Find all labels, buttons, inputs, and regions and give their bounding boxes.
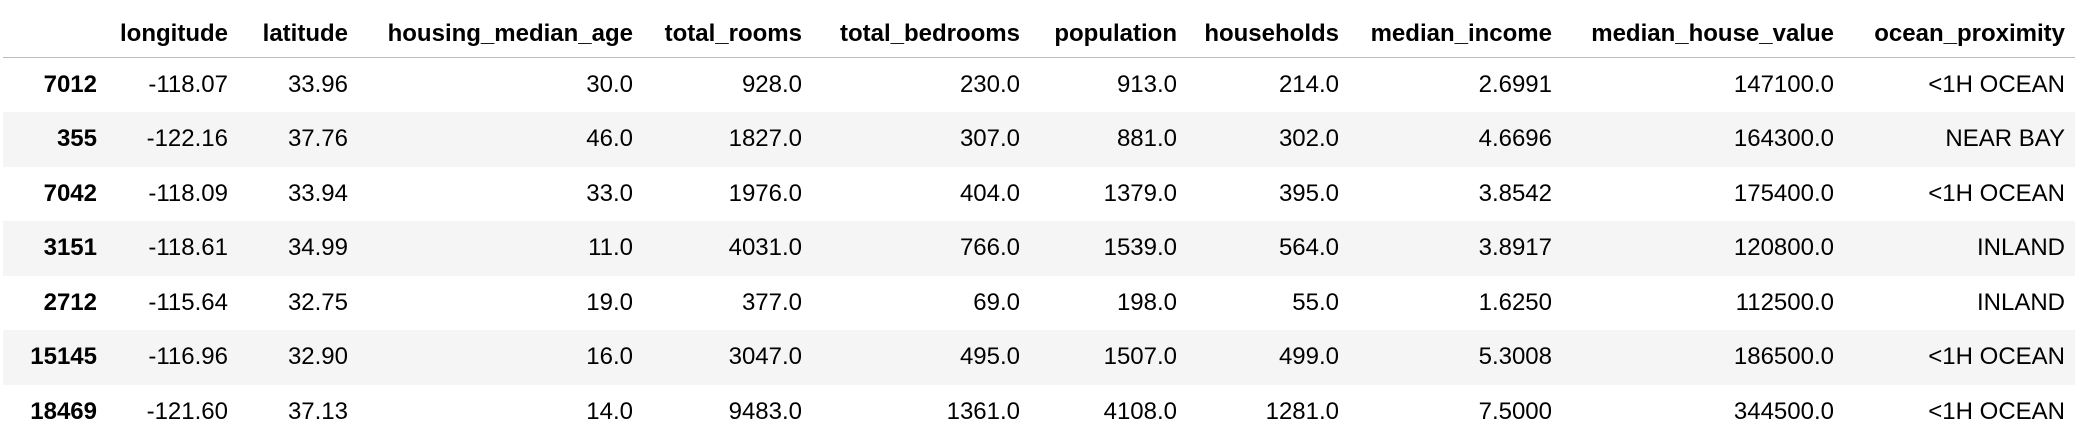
cell-longitude: -118.09 [148, 179, 228, 207]
cell-median-house-value: 164300.0 [1733, 125, 1834, 153]
cell-total-bedrooms: 230.0 [959, 71, 1020, 98]
cell-households: 564.0 [1278, 234, 1339, 262]
dataframe-table: longitude latitude housing_median_age to… [3, 10, 2075, 439]
cell-households: 395.0 [1278, 179, 1339, 207]
cell-longitude: -118.07 [148, 71, 228, 98]
cell-total-rooms: 3047.0 [728, 343, 802, 371]
cell-median-income: 7.5000 [1478, 397, 1552, 425]
cell-total-rooms: 1976.0 [728, 179, 802, 207]
column-header-total-bedrooms: total_bedrooms [812, 10, 1030, 58]
row-index: 2712 [43, 288, 97, 316]
cell-population: 1379.0 [1103, 179, 1177, 207]
table-row: 7012 -118.07 33.96 30.0 928.0 230.0 913.… [3, 58, 2075, 113]
cell-housing-median-age: 19.0 [586, 288, 633, 316]
column-header-median-income: median_income [1349, 10, 1562, 58]
cell-median-income: 2.6991 [1478, 71, 1552, 98]
cell-latitude: 32.90 [287, 343, 348, 371]
cell-housing-median-age: 33.0 [586, 179, 633, 207]
cell-latitude: 33.96 [287, 71, 348, 98]
cell-households: 214.0 [1278, 71, 1339, 98]
cell-longitude: -122.16 [146, 125, 228, 153]
cell-ocean-proximity: <1H OCEAN [1928, 71, 2065, 98]
cell-median-income: 5.3008 [1478, 343, 1552, 371]
cell-population: 1507.0 [1103, 343, 1177, 371]
cell-total-rooms: 928.0 [741, 71, 802, 98]
table-row: 18469 -121.60 37.13 14.0 9483.0 1361.0 4… [3, 385, 2075, 440]
cell-housing-median-age: 30.0 [586, 71, 633, 98]
cell-total-bedrooms: 69.0 [973, 288, 1020, 316]
cell-longitude: -121.60 [146, 397, 228, 425]
cell-population: 881.0 [1116, 125, 1177, 153]
cell-median-income: 4.6696 [1478, 125, 1552, 153]
cell-population: 913.0 [1116, 71, 1177, 98]
column-header-median-house-value: median_house_value [1562, 10, 1844, 58]
cell-median-income: 3.8542 [1478, 179, 1552, 207]
column-header-latitude: latitude [238, 10, 358, 58]
column-header-total-rooms: total_rooms [643, 10, 812, 58]
cell-longitude: -118.61 [148, 234, 228, 262]
row-index: 355 [56, 125, 97, 153]
column-header-households: households [1187, 10, 1349, 58]
cell-population: 4108.0 [1103, 397, 1177, 425]
cell-total-rooms: 1827.0 [728, 125, 802, 153]
cell-housing-median-age: 14.0 [586, 397, 633, 425]
cell-longitude: -116.96 [148, 343, 228, 371]
cell-total-bedrooms: 1361.0 [946, 397, 1020, 425]
cell-total-rooms: 4031.0 [728, 234, 802, 262]
cell-housing-median-age: 11.0 [588, 234, 633, 262]
column-header-ocean-proximity: ocean_proximity [1844, 10, 2075, 58]
cell-population: 198.0 [1116, 288, 1177, 316]
cell-total-rooms: 9483.0 [728, 397, 802, 425]
column-header-longitude: longitude [107, 10, 238, 58]
cell-ocean-proximity: NEAR BAY [1945, 125, 2065, 153]
cell-households: 55.0 [1292, 288, 1339, 316]
cell-median-house-value: 344500.0 [1733, 397, 1834, 425]
row-index: 7042 [43, 179, 97, 207]
row-index: 18469 [30, 397, 97, 425]
cell-median-income: 3.8917 [1478, 234, 1552, 262]
cell-latitude: 37.13 [287, 397, 348, 425]
cell-ocean-proximity: INLAND [1976, 288, 2065, 316]
cell-total-rooms: 377.0 [741, 288, 802, 316]
table-row: 2712 -115.64 32.75 19.0 377.0 69.0 198.0… [3, 276, 2075, 331]
cell-latitude: 32.75 [287, 288, 348, 316]
cell-latitude: 33.94 [287, 179, 348, 207]
cell-median-house-value: 147100.0 [1733, 71, 1834, 98]
cell-housing-median-age: 16.0 [586, 343, 633, 371]
cell-total-bedrooms: 766.0 [959, 234, 1020, 262]
cell-total-bedrooms: 404.0 [959, 179, 1020, 207]
table-row: 3151 -118.61 34.99 11.0 4031.0 766.0 153… [3, 221, 2075, 276]
cell-total-bedrooms: 495.0 [959, 343, 1020, 371]
cell-households: 302.0 [1278, 125, 1339, 153]
table-row: 7042 -118.09 33.94 33.0 1976.0 404.0 137… [3, 167, 2075, 222]
cell-ocean-proximity: <1H OCEAN [1928, 179, 2065, 207]
cell-latitude: 37.76 [287, 125, 348, 153]
cell-ocean-proximity: <1H OCEAN [1928, 343, 2065, 371]
cell-latitude: 34.99 [287, 234, 348, 262]
cell-population: 1539.0 [1103, 234, 1177, 262]
cell-median-house-value: 175400.0 [1733, 179, 1834, 207]
cell-median-house-value: 112500.0 [1735, 288, 1834, 316]
cell-longitude: -115.64 [148, 288, 228, 316]
cell-median-income: 1.6250 [1478, 288, 1552, 316]
cell-ocean-proximity: <1H OCEAN [1928, 397, 2065, 425]
cell-median-house-value: 120800.0 [1733, 234, 1834, 262]
column-header-population: population [1030, 10, 1187, 58]
cell-median-house-value: 186500.0 [1733, 343, 1834, 371]
index-header [3, 10, 107, 58]
row-index: 3151 [43, 234, 97, 262]
header-row: longitude latitude housing_median_age to… [3, 10, 2075, 58]
cell-households: 1281.0 [1265, 397, 1339, 425]
column-header-housing-median-age: housing_median_age [358, 10, 643, 58]
row-index: 15145 [30, 343, 97, 371]
row-index: 7012 [43, 71, 97, 98]
table-row: 355 -122.16 37.76 46.0 1827.0 307.0 881.… [3, 112, 2075, 167]
cell-ocean-proximity: INLAND [1976, 234, 2065, 262]
cell-housing-median-age: 46.0 [586, 125, 633, 153]
cell-households: 499.0 [1278, 343, 1339, 371]
cell-total-bedrooms: 307.0 [959, 125, 1020, 153]
table-row: 15145 -116.96 32.90 16.0 3047.0 495.0 15… [3, 330, 2075, 385]
